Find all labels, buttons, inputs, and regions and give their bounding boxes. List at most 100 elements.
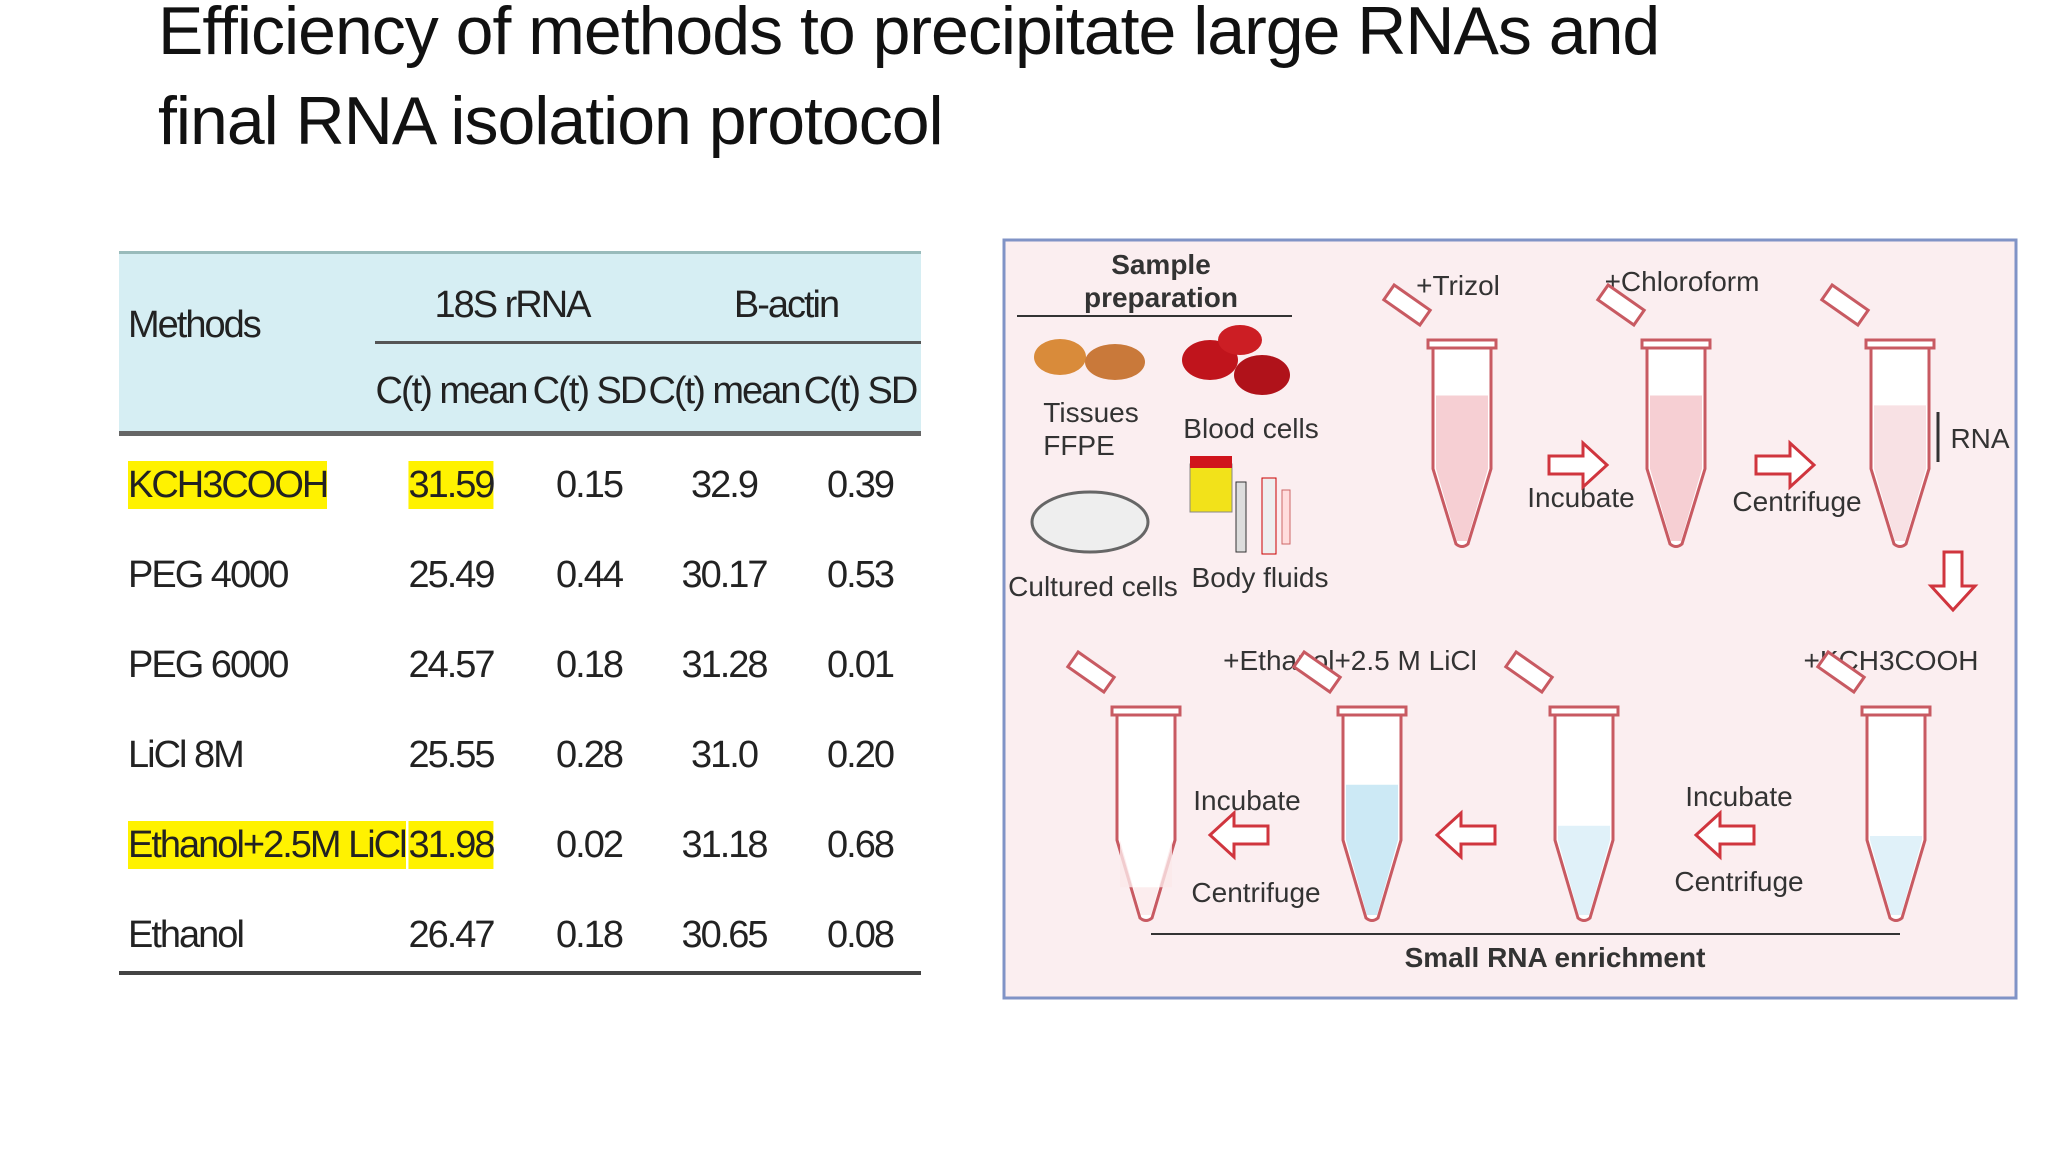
tissue-icon (1085, 344, 1145, 380)
table-cell: 0.02 (556, 824, 624, 866)
tube-lid (1503, 649, 1555, 695)
arrow (1207, 809, 1270, 861)
table-cell: 31.28 (681, 644, 768, 686)
blood-icon (1218, 325, 1262, 355)
tube-liquid (1120, 840, 1172, 915)
arrow (1927, 550, 1979, 613)
table-cell: 31.0 (691, 734, 759, 776)
table-cell: 0.01 (827, 644, 895, 686)
table-cell: 31.59 (408, 461, 496, 509)
label: +Chloroform (1605, 266, 1760, 297)
table-cell: 0.53 (827, 554, 895, 596)
tube-rim (1864, 338, 1936, 350)
label: RNA (1950, 423, 2009, 454)
table-cell: 31.98 (408, 821, 496, 869)
label: Small RNA enrichment (1405, 942, 1706, 973)
table-cell: C(t) SD (803, 370, 919, 412)
tube-lid (1819, 282, 1871, 328)
table-cell: 0.44 (556, 554, 624, 596)
table-cell: 30.17 (681, 554, 768, 596)
label: Centrifuge (1191, 877, 1320, 908)
group-rule (375, 341, 921, 344)
table-cell: 32.9 (691, 464, 759, 506)
arrow (1754, 439, 1817, 491)
label: +Ethanol+2.5 M LiCl (1223, 645, 1477, 676)
table-cell: KCH3COOH (128, 461, 329, 509)
table-cell: C(t) mean (375, 370, 529, 412)
fluid-icon (1235, 481, 1247, 553)
tube-rim (1860, 705, 1932, 717)
table-cell: Ethanol+2.5M LiCl (128, 821, 408, 869)
arrow (1693, 809, 1756, 861)
table-cell: 0.68 (827, 824, 895, 866)
table-cell: 0.15 (556, 464, 624, 506)
tube-lid (1815, 649, 1867, 695)
fluid-icon (1281, 489, 1291, 545)
blood-icon (1234, 355, 1290, 395)
label: Centrifuge (1732, 486, 1861, 517)
icons (1030, 325, 1291, 555)
table-cell: 26.47 (408, 914, 495, 956)
table: Methods 18S rRNA B-actin C(t) mean C(t) SD C(… (119, 251, 921, 975)
label: Cultured cells (1008, 571, 1178, 602)
title-line: final RNA isolation protocol (158, 83, 944, 159)
tissue-icon (1034, 339, 1086, 375)
dish-icon (1030, 490, 1150, 554)
tube-liquid (1650, 395, 1702, 541)
arrow (1547, 439, 1610, 491)
tube-liquid (1436, 395, 1488, 541)
tube-liquid (1558, 825, 1610, 915)
tube-rim (1426, 338, 1498, 350)
table-cell: C(t) SD (532, 370, 648, 412)
table-cell: 31.18 (681, 824, 768, 866)
label: Incubate (1527, 482, 1634, 513)
table-cell: C(t) mean (648, 370, 802, 412)
table-cell: 0.08 (827, 914, 895, 956)
bottom-rule (119, 971, 921, 975)
table-cell: Ethanol (128, 914, 245, 956)
label: Incubate (1685, 781, 1792, 812)
table-cell: PEG 4000 (128, 554, 289, 596)
table-cell: LiCl 8M (128, 734, 245, 776)
label: Blood cells (1183, 413, 1318, 444)
fluid-icon (1189, 463, 1233, 513)
table-cell: Methods (128, 304, 262, 346)
label: preparation (1084, 282, 1238, 313)
tube-lid (1381, 282, 1433, 328)
table-cell: 30.65 (681, 914, 768, 956)
tube-lid (1595, 282, 1647, 328)
tube-rim (1548, 705, 1620, 717)
tube-rim (1336, 705, 1408, 717)
tube-liquid (1874, 405, 1926, 541)
tube-liquid (1346, 784, 1398, 915)
table-cell: 0.18 (556, 914, 624, 956)
label: Incubate (1193, 785, 1300, 816)
table-cell: 0.18 (556, 644, 624, 686)
table-cell: 18S rRNA (434, 284, 591, 326)
fluid-icon (1261, 477, 1277, 555)
tube-liquid (1870, 836, 1922, 915)
table-cell: 0.39 (827, 464, 895, 506)
header-rule (119, 431, 921, 436)
diagram-frame (1002, 238, 2018, 1000)
fluid-icon (1190, 456, 1232, 468)
tube-rim (1640, 338, 1712, 350)
table-cell: 25.55 (408, 734, 495, 776)
label: Sample (1111, 249, 1211, 280)
table-cell: 0.28 (556, 734, 624, 776)
table-cell: 24.57 (408, 644, 495, 686)
tube-rim (1110, 705, 1182, 717)
tube-lid (1291, 649, 1343, 695)
label: Centrifuge (1674, 866, 1803, 897)
label: +Trizol (1416, 270, 1500, 301)
tube-lid (1065, 649, 1117, 695)
table-cell: 25.49 (408, 554, 495, 596)
table-cell: B-actin (733, 284, 840, 326)
table-cell: 0.20 (827, 734, 895, 776)
label: Body fluids (1192, 562, 1329, 593)
title-line: Efficiency of methods to precipitate lar… (158, 0, 1660, 69)
label: Tissues (1043, 397, 1138, 428)
arrow (1434, 809, 1497, 861)
